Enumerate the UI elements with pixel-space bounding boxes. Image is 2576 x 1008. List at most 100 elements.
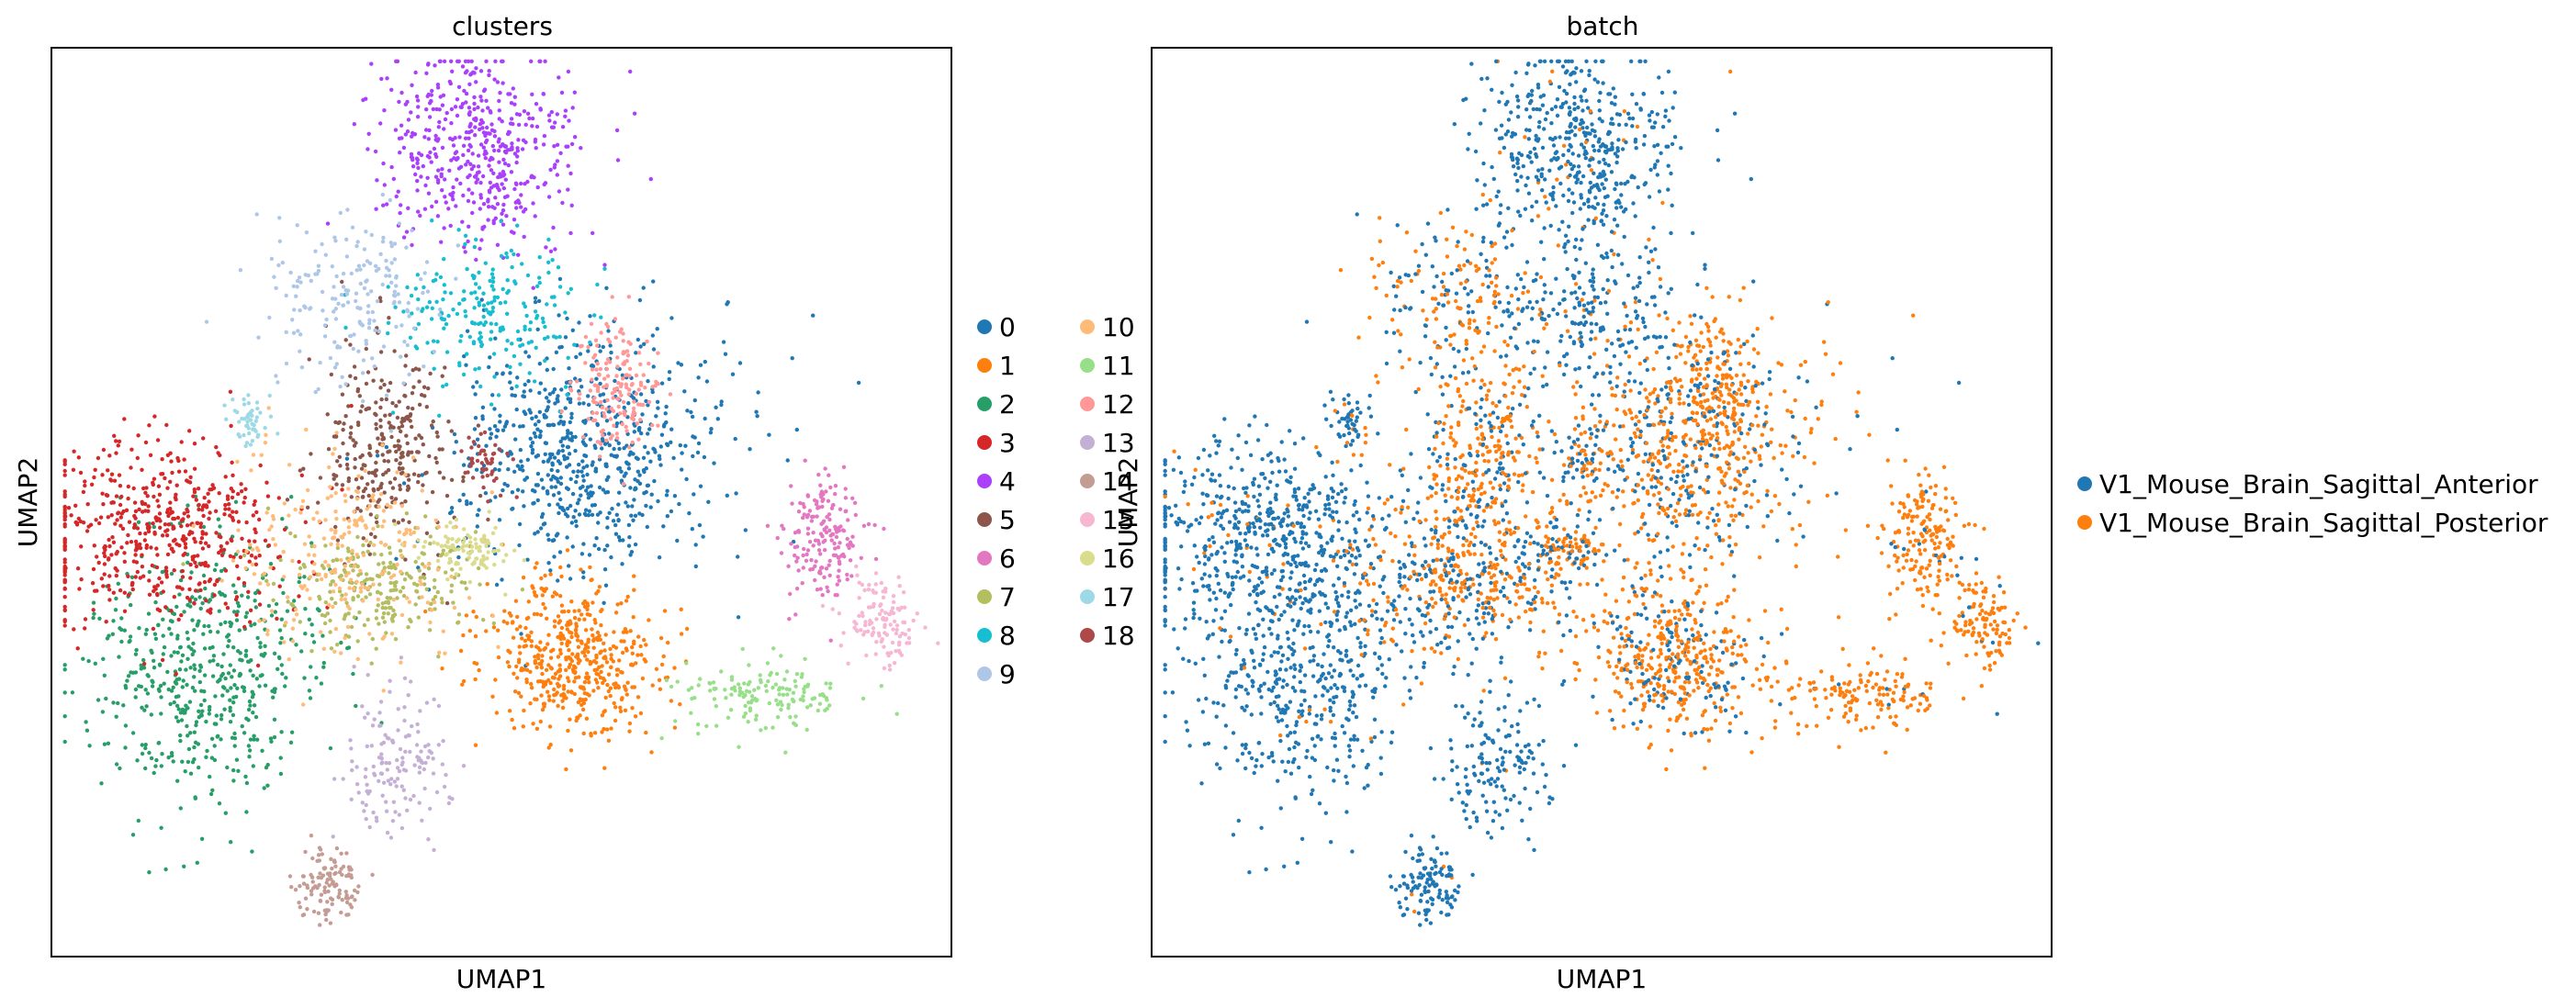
- cluster-1-point: [605, 682, 610, 688]
- cluster-3-point: [202, 579, 208, 585]
- cluster-15-point: [857, 580, 861, 585]
- cluster-16-point: [393, 521, 398, 527]
- cluster-10-point: [286, 595, 290, 599]
- cluster-0-point: [553, 485, 558, 489]
- cluster-10-point: [343, 597, 348, 602]
- cluster-2-point: [84, 720, 88, 724]
- cluster-6-point: [849, 574, 854, 578]
- cluster-4-point: [415, 98, 421, 103]
- cluster-0-point: [525, 457, 530, 462]
- cluster-4-point: [527, 116, 532, 121]
- cluster-2-point: [231, 767, 236, 773]
- cluster-5-point: [390, 400, 395, 406]
- cluster-6-point: [779, 551, 784, 555]
- cluster-0-point: [518, 466, 523, 472]
- cluster-5-point: [396, 443, 400, 448]
- cluster-1-point: [491, 625, 497, 630]
- cluster-8-point: [457, 363, 462, 368]
- cluster-6-point: [789, 484, 793, 488]
- cluster-1-point: [576, 644, 581, 649]
- cluster-5-point: [366, 470, 372, 476]
- cluster-11-point: [821, 693, 827, 699]
- cluster-10-point: [339, 577, 343, 582]
- cluster-7-point: [301, 562, 306, 567]
- cluster-13-point: [341, 777, 345, 781]
- cluster-4-point: [472, 95, 477, 100]
- cluster-4-point: [399, 203, 403, 207]
- cluster-0-point: [600, 436, 605, 442]
- cluster-1-point: [634, 661, 638, 666]
- cluster-15-point: [857, 613, 861, 619]
- cluster-0-point: [677, 501, 681, 507]
- cluster-3-point: [191, 494, 196, 498]
- cluster-3-point: [163, 605, 168, 610]
- cluster-4-point: [472, 101, 477, 106]
- cluster-13-point: [365, 782, 369, 787]
- cluster-1-point: [630, 651, 635, 655]
- cluster-4-point: [548, 249, 554, 253]
- cluster-1-point: [600, 730, 604, 734]
- cluster-0-point: [498, 461, 502, 465]
- cluster-13-point: [377, 711, 382, 715]
- cluster-5-point: [366, 406, 372, 410]
- cluster-3-point: [135, 526, 141, 531]
- cluster-0-point: [538, 526, 544, 531]
- cluster-4-point: [519, 181, 523, 186]
- cluster-13-point: [364, 767, 368, 771]
- cluster-7-point: [376, 524, 380, 529]
- cluster-2-point: [197, 668, 202, 673]
- cluster-1-point: [548, 680, 553, 686]
- cluster-0-point: [628, 450, 633, 454]
- cluster-9-point: [370, 309, 375, 315]
- cluster-13-point: [400, 756, 405, 760]
- cluster-4-point: [506, 131, 511, 137]
- cluster-1-point: [583, 697, 588, 702]
- cluster-12-point: [579, 343, 584, 348]
- cluster-12-point: [599, 442, 603, 446]
- cluster-5-point: [437, 447, 442, 452]
- cluster-12-point: [618, 384, 624, 388]
- cluster-7-point: [408, 617, 412, 622]
- cluster-5-point: [388, 380, 393, 386]
- cluster-4-point: [415, 157, 420, 162]
- cluster-3-point: [165, 552, 171, 557]
- cluster-3-point: [247, 559, 252, 564]
- cluster-2-point: [184, 703, 188, 708]
- cluster-3-point: [109, 500, 114, 505]
- cluster-0-point: [566, 487, 570, 491]
- cluster-9-point: [364, 342, 369, 346]
- cluster-4-point: [489, 168, 494, 173]
- cluster-3-point: [107, 543, 112, 549]
- cluster-13-point: [431, 771, 436, 776]
- cluster-0-point: [553, 401, 557, 406]
- cluster-0-point: [556, 502, 560, 507]
- cluster-4-point: [450, 69, 455, 74]
- cluster-3-point: [62, 508, 67, 512]
- cluster-7-point: [382, 566, 387, 570]
- cluster-3-point: [163, 566, 169, 570]
- cluster-3-point: [185, 523, 190, 528]
- cluster-2-point: [177, 677, 182, 681]
- cluster-5-point: [389, 495, 394, 500]
- cluster-7-point: [323, 543, 328, 548]
- cluster-0-point: [697, 522, 703, 528]
- cluster-11-point: [749, 694, 755, 699]
- cluster-13-point: [422, 744, 428, 749]
- cluster-4-point: [444, 200, 448, 205]
- cluster-0-point: [546, 405, 550, 409]
- cluster-0-point: [637, 511, 642, 516]
- cluster-12-point: [668, 392, 673, 397]
- cluster-2-point: [147, 569, 152, 575]
- cluster-1-point: [649, 750, 654, 755]
- cluster-10-point: [321, 646, 326, 651]
- cluster-12-point: [600, 405, 605, 410]
- cluster-12-point: [618, 411, 623, 416]
- cluster-7-point: [315, 577, 320, 583]
- cluster-1-point: [521, 724, 525, 729]
- cluster-0-point: [644, 398, 648, 404]
- cluster-2-point: [192, 663, 197, 667]
- cluster-10-point: [258, 581, 263, 586]
- cluster-6-point: [795, 555, 800, 560]
- cluster-0-point: [571, 515, 576, 520]
- cluster-5-point: [400, 416, 405, 421]
